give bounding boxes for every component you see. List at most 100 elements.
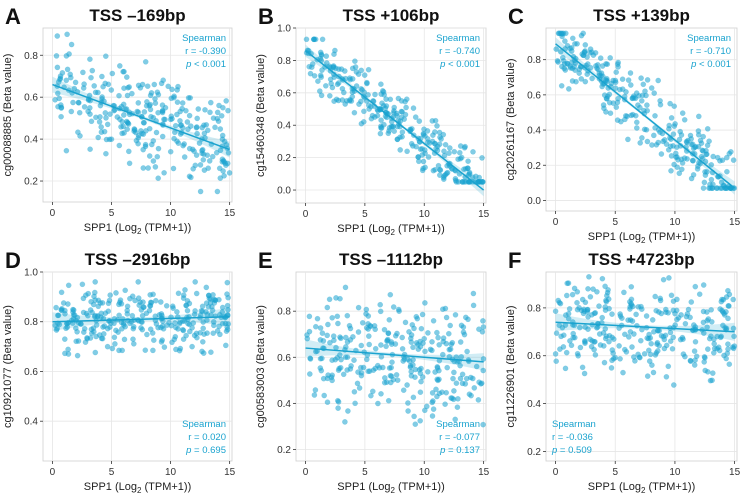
scatter-point — [312, 387, 319, 393]
scatter-point — [421, 335, 428, 342]
scatter-point — [200, 350, 207, 356]
scatter-point — [447, 346, 454, 352]
scatter-point — [368, 392, 374, 399]
scatter-point — [159, 102, 166, 108]
scatter-point — [210, 330, 216, 337]
scatter-point — [722, 185, 728, 191]
scatter-point — [466, 170, 473, 177]
scatter-point — [670, 143, 676, 149]
scatter-point — [552, 308, 559, 315]
scatter-point — [438, 136, 444, 142]
scatter-point — [641, 350, 648, 357]
scatter-point — [152, 96, 158, 102]
scatter-point — [669, 345, 676, 352]
scatter-point — [644, 373, 651, 379]
scatter-point — [314, 315, 321, 322]
scatter-point — [335, 80, 342, 86]
scatter-point — [319, 36, 326, 43]
scatter-point — [400, 387, 407, 394]
scatter-point — [217, 147, 224, 154]
scatter-point — [158, 339, 165, 345]
scatter-point — [326, 93, 333, 99]
scatter-point — [352, 64, 359, 70]
scatter-point — [102, 110, 109, 116]
scatter-point — [416, 366, 423, 373]
scatter-point — [59, 70, 66, 76]
x-tick-label: 15 — [478, 209, 490, 220]
scatter-point — [637, 140, 644, 146]
stat-r: r = -0.740 — [439, 46, 480, 57]
scatter-point — [337, 364, 344, 371]
scatter-point — [579, 51, 586, 57]
scatter-point — [567, 45, 573, 52]
stat-p: p < 0.001 — [185, 59, 226, 70]
scatter-point — [677, 128, 684, 135]
scatter-point — [582, 42, 589, 48]
scatter-point — [369, 388, 376, 395]
scatter-point — [644, 138, 651, 145]
scatter-point — [410, 344, 416, 351]
scatter-point — [602, 283, 608, 290]
scatter-point — [142, 59, 149, 65]
scatter-point — [197, 162, 204, 168]
scatter-point — [411, 413, 417, 420]
scatter-point — [96, 119, 103, 125]
scatter-point — [354, 380, 361, 387]
scatter-point — [670, 307, 677, 314]
scatter-point — [479, 155, 485, 161]
scatter-point — [327, 339, 333, 346]
scatter-point — [121, 112, 127, 118]
scatter-point — [317, 337, 324, 343]
scatter-point — [628, 82, 634, 88]
scatter-point — [91, 83, 97, 89]
scatter-point — [726, 361, 733, 368]
scatter-point — [622, 116, 628, 123]
scatter-point — [435, 334, 441, 341]
scatter-point — [464, 348, 470, 355]
scatter-point — [410, 394, 417, 401]
scatter-point — [557, 346, 563, 352]
scatter-point — [214, 328, 221, 334]
scatter-point — [146, 102, 153, 109]
scatter-point — [383, 103, 390, 109]
scatter-point — [424, 128, 431, 134]
scatter-point — [419, 146, 425, 152]
scatter-point — [170, 165, 177, 172]
scatter-point — [68, 41, 75, 48]
scatter-point — [161, 169, 167, 176]
scatter-point — [387, 291, 394, 298]
scatter-point — [207, 99, 214, 106]
scatter-point — [592, 352, 599, 358]
y-tick-label: 0.0 — [527, 196, 541, 207]
scatter-point — [587, 336, 593, 343]
scatter-point — [461, 331, 468, 338]
x-tick-label: 0 — [303, 209, 309, 220]
scatter-point — [213, 149, 220, 156]
scatter-point — [312, 323, 319, 330]
scatter-point — [688, 175, 695, 182]
scatter-point — [203, 284, 210, 291]
scatter-point — [153, 321, 160, 327]
scatter-point — [442, 141, 449, 148]
scatter-point — [189, 343, 195, 350]
scatter-point — [444, 364, 451, 371]
scatter-point — [116, 142, 123, 149]
scatter-point — [321, 392, 328, 399]
scatter-point — [429, 399, 436, 406]
scatter-point — [709, 377, 715, 384]
scatter-point — [461, 166, 467, 172]
scatter-point — [691, 362, 698, 368]
scatter-point — [710, 153, 717, 160]
scatter-point — [602, 77, 609, 83]
scatter-point — [207, 109, 213, 116]
scatter-point — [159, 108, 166, 114]
scatter-point — [574, 350, 581, 357]
scatter-point — [340, 371, 347, 378]
scatter-point — [226, 170, 233, 176]
scatter-point — [692, 283, 699, 290]
scatter-point — [609, 347, 616, 353]
scatter-point — [209, 153, 216, 160]
scatter-point — [397, 147, 404, 153]
scatter-point — [432, 166, 438, 173]
scatter-point — [451, 148, 458, 155]
